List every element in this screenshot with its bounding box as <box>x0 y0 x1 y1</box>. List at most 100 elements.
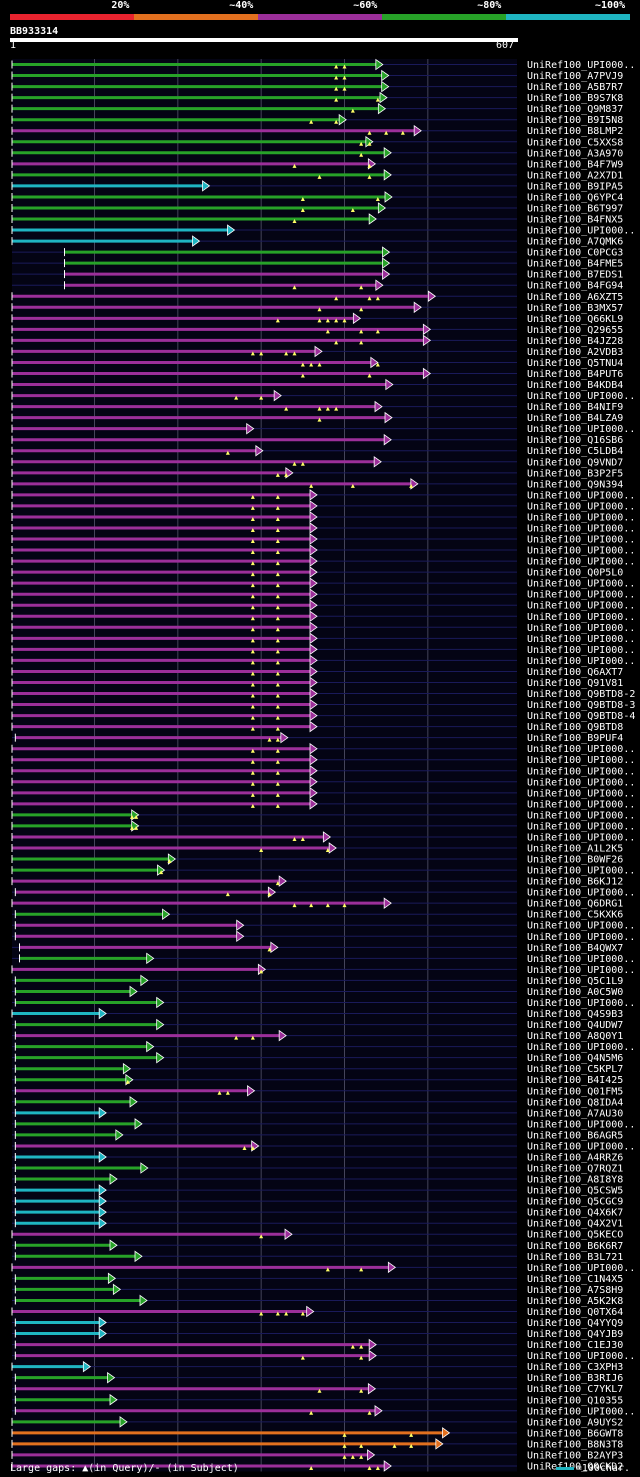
query-gap-marker <box>275 572 280 577</box>
hit-end-arrow <box>309 555 318 567</box>
hit-label: UniRef100_Q4S9B3 <box>527 1009 623 1020</box>
query-gap-marker <box>375 329 380 334</box>
hit-label: UniRef100_Q0P5L0 <box>527 568 623 579</box>
hit-label: UniRef100_B9I5N8 <box>527 115 623 126</box>
hit-label: UniRef100_A8Q0Y1 <box>527 1031 623 1042</box>
query-gap-marker <box>267 892 272 897</box>
query-gap-marker <box>300 196 305 201</box>
identity-legend-segment <box>382 14 506 20</box>
query-gap-marker <box>367 296 372 301</box>
query-gap-marker <box>275 881 280 886</box>
query-gap-marker <box>359 141 364 146</box>
hit-end-arrow <box>427 290 437 303</box>
query-gap-marker <box>359 285 364 290</box>
hit-label: UniRef100_Q4YJB9 <box>527 1329 623 1340</box>
hit-label: UniRef100_UPI000.. <box>527 1141 635 1152</box>
query-gap-marker <box>275 550 280 555</box>
hit-end-arrow <box>309 643 318 656</box>
query-gap-marker <box>309 903 314 908</box>
query-gap-marker <box>342 64 347 69</box>
hit-label: UniRef100_UPI000.. <box>527 888 635 899</box>
hit-label: UniRef100_Q9BTD8 <box>527 722 623 733</box>
hit-end-arrow <box>338 113 347 126</box>
hit-label: UniRef100_B9IPA5 <box>527 181 623 192</box>
hit-label: UniRef100_B6K6R7 <box>527 1241 623 1252</box>
scale-legend: =100char. <box>555 1463 630 1475</box>
query-gap-marker <box>375 97 380 102</box>
query-gap-marker <box>342 1443 347 1448</box>
hit-end-arrow <box>247 1084 256 1097</box>
hit-label: UniRef100_Q4N5M6 <box>527 1053 623 1064</box>
hit-label: UniRef100_Q4X2V1 <box>527 1219 623 1230</box>
query-gap-marker <box>275 561 280 566</box>
hit-label: UniRef100_UPI000.. <box>527 744 635 755</box>
query-gap-marker <box>334 318 339 323</box>
query-gap-marker <box>367 163 372 168</box>
query-gap-marker <box>334 86 339 91</box>
hit-end-arrow <box>309 489 318 501</box>
hit-label: UniRef100_UPI000.. <box>527 501 635 512</box>
query-gap-marker <box>125 1079 130 1084</box>
hit-end-arrow <box>115 1129 124 1141</box>
hit-label: UniRef100_UPI000.. <box>527 1119 635 1130</box>
query-gap-marker <box>225 1090 230 1095</box>
query-gap-marker <box>250 715 255 720</box>
query-gap-marker <box>250 704 255 709</box>
hit-label: UniRef100_UPI000.. <box>527 226 635 237</box>
hit-label: UniRef100_UPI000.. <box>527 866 635 877</box>
query-gap-marker <box>334 296 339 301</box>
hit-end-arrow <box>383 433 392 446</box>
hit-end-arrow <box>368 1338 377 1351</box>
query-gap-marker <box>284 472 289 477</box>
hit-label: UniRef100_Q0CKD2 <box>527 1461 623 1472</box>
query-gap-marker <box>275 737 280 742</box>
query-gap-marker <box>409 483 414 488</box>
hit-label: UniRef100_UPI000.. <box>527 998 635 1009</box>
hit-label: UniRef100_Q66KL9 <box>527 314 623 325</box>
query-gap-marker <box>250 505 255 510</box>
hit-end-arrow <box>109 1239 118 1252</box>
hit-label: UniRef100_B3MX57 <box>527 303 623 314</box>
query-gap-marker <box>275 472 280 477</box>
query-gap-marker <box>250 583 255 588</box>
hit-end-arrow <box>309 665 318 678</box>
hit-end-arrow <box>306 1305 315 1318</box>
query-gap-marker <box>292 461 297 466</box>
hit-end-arrow <box>98 1316 107 1329</box>
hit-end-arrow <box>309 500 318 512</box>
query-gap-marker <box>275 1311 280 1316</box>
hit-end-arrow <box>134 1250 143 1263</box>
hit-label: UniRef100_B4JZ28 <box>527 336 623 347</box>
query-gap-marker <box>359 329 364 334</box>
query-gap-marker <box>334 340 339 345</box>
hit-label: UniRef100_UPI000.. <box>527 612 635 623</box>
query-gap-marker <box>350 483 355 488</box>
query-gap-marker <box>250 1145 255 1150</box>
hit-label: UniRef100_C7YKL7 <box>527 1384 623 1395</box>
query-gap-marker <box>250 693 255 698</box>
query-gap-marker <box>250 660 255 665</box>
query-gap-marker <box>375 196 380 201</box>
query-gap-marker <box>300 461 305 466</box>
hit-label: UniRef100_UPI000.. <box>527 821 635 832</box>
query-gap-marker <box>400 130 405 135</box>
hit-label: UniRef100_UPI000.. <box>527 921 635 932</box>
hit-label: UniRef100_UPI000.. <box>527 656 635 667</box>
query-gap-marker <box>325 848 330 853</box>
query-gap-marker <box>292 351 297 356</box>
query-gap-marker <box>275 616 280 621</box>
query-gap-marker <box>367 174 372 179</box>
query-gap-marker <box>325 318 330 323</box>
hit-end-arrow <box>385 378 394 391</box>
hit-end-arrow <box>377 202 387 214</box>
hit-end-arrow <box>309 621 318 634</box>
query-gap-marker <box>325 406 330 411</box>
hit-end-arrow <box>309 720 318 733</box>
hit-label: UniRef100_C1EJ30 <box>527 1340 623 1351</box>
query-scale-bar <box>10 38 518 42</box>
query-gap-marker <box>359 1443 364 1448</box>
query-gap-marker <box>234 395 239 400</box>
hit-label: UniRef100_A7QMK6 <box>527 237 623 248</box>
hit-label: UniRef100_Q4UDW7 <box>527 1020 623 1031</box>
query-gap-marker <box>259 1234 264 1239</box>
